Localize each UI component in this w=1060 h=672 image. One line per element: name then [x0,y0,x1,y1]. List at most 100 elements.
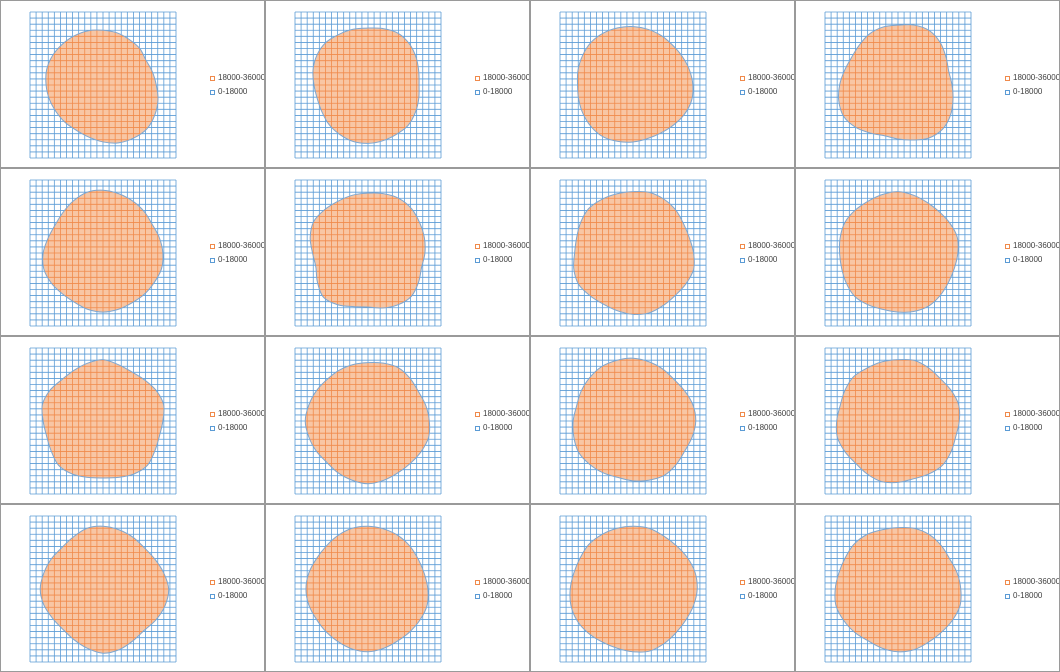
legend-item: 18000-36000 [1005,407,1059,421]
band-18000-36000-grid [310,192,426,309]
band-18000-36000-grid [40,526,169,654]
legend-swatch-low [740,593,745,599]
legend-item: 0-18000 [475,589,529,603]
chart-legend: 18000-36000 0-18000 [210,71,264,99]
legend-item: 18000-36000 [740,71,795,85]
legend-label-high: 18000-36000 [483,73,530,82]
legend-label-low: 0-18000 [218,423,248,432]
chart-legend: 18000-36000 0-18000 [210,407,264,435]
band-18000-36000-fill [838,24,954,141]
band-18000-36000-grid [45,29,159,144]
band-18000-36000-grid [305,362,430,484]
legend-item: 18000-36000 [475,575,529,589]
band-18000-36000-fill [40,526,169,654]
contour-boundary [309,192,426,309]
contour-boundary [573,190,695,315]
surface-plot [29,347,177,495]
surface-plot [29,179,177,327]
band-18000-36000-fill [305,362,430,484]
legend-swatch-low [1005,593,1010,599]
legend-label-low: 0-18000 [1013,87,1043,96]
surface-plot [559,347,707,495]
chart-legend: 18000-36000 0-18000 [475,575,529,603]
legend-swatch-high [740,411,745,417]
legend-swatch-high [210,579,215,585]
legend-swatch-high [475,411,480,417]
legend-item: 0-18000 [740,589,794,603]
surface-plot [294,515,442,663]
contour-boundary [576,26,694,143]
legend-swatch-high [1005,75,1010,81]
legend-label-low: 0-18000 [748,87,778,96]
legend-label-low: 0-18000 [218,255,248,264]
legend-swatch-low [475,257,480,263]
band-18000-36000-grid [305,526,429,652]
contour-boundary [834,526,962,653]
chart-panel: 18000-36000 0-18000 [265,504,530,672]
legend-item: 0-18000 [1005,421,1059,435]
legend-swatch-high [210,75,215,81]
legend-label-low: 0-18000 [1013,255,1043,264]
chart-panel: 18000-36000 0-18000 [265,0,530,168]
legend-label-low: 0-18000 [1013,591,1043,600]
legend-label-low: 0-18000 [748,423,778,432]
contour-boundary [312,27,420,144]
surface-plot [559,11,707,159]
legend-item: 18000-36000 [475,239,529,253]
legend-swatch-low [1005,425,1010,431]
chart-panel: 18000-36000 0-18000 [0,168,265,336]
chart-panel: 18000-36000 0-18000 [530,0,795,168]
chart-legend: 18000-36000 0-18000 [740,239,794,267]
legend-swatch-high [740,579,745,585]
band-18000-36000-grid [839,191,959,313]
legend-swatch-high [1005,411,1010,417]
legend-label-low: 0-18000 [483,591,513,600]
surface-plot [559,515,707,663]
legend-swatch-low [210,593,215,599]
chart-panel: 18000-36000 0-18000 [0,0,265,168]
legend-item: 18000-36000 [210,239,264,253]
legend-swatch-high [475,243,480,249]
surface-plot [824,179,972,327]
chart-panel: 18000-36000 0-18000 [795,336,1060,504]
chart-panel: 18000-36000 0-18000 [530,504,795,672]
band-18000-36000-grid [42,190,164,313]
legend-item: 0-18000 [1005,589,1059,603]
legend-swatch-low [740,257,745,263]
chart-legend: 18000-36000 0-18000 [475,239,529,267]
contour-boundary [837,24,954,141]
surface-plot [29,11,177,159]
band-18000-36000-grid [836,359,960,483]
legend-swatch-low [210,257,215,263]
legend-item: 0-18000 [210,589,264,603]
chart-legend: 18000-36000 0-18000 [475,71,530,99]
legend-swatch-high [210,411,215,417]
legend-item: 0-18000 [210,253,264,267]
legend-swatch-high [740,243,745,249]
legend-swatch-high [475,579,480,585]
legend-label-high: 18000-36000 [748,73,795,82]
chart-legend: 18000-36000 0-18000 [210,239,264,267]
contour-boundary [304,361,431,485]
legend-swatch-high [1005,243,1010,249]
chart-panel: 18000-36000 0-18000 [795,168,1060,336]
legend-swatch-low [740,425,745,431]
legend-swatch-high [1005,579,1010,585]
legend-item: 0-18000 [475,85,529,99]
band-18000-36000-grid [569,526,698,653]
chart-legend: 18000-36000 0-18000 [740,575,794,603]
band-18000-36000-fill [45,29,159,144]
chart-legend: 18000-36000 0-18000 [1005,407,1059,435]
legend-swatch-high [210,243,215,249]
legend-item: 0-18000 [740,85,794,99]
band-18000-36000-grid [41,359,165,478]
legend-item: 0-18000 [740,421,794,435]
chart-legend: 18000-36000 0-18000 [1005,575,1059,603]
legend-item: 0-18000 [210,85,264,99]
contour-boundary [838,191,959,313]
legend-item: 18000-36000 [475,71,530,85]
chart-legend: 18000-36000 0-18000 [475,407,529,435]
chart-legend: 18000-36000 0-18000 [740,407,794,435]
legend-label-low: 0-18000 [483,423,513,432]
legend-item: 0-18000 [1005,85,1059,99]
